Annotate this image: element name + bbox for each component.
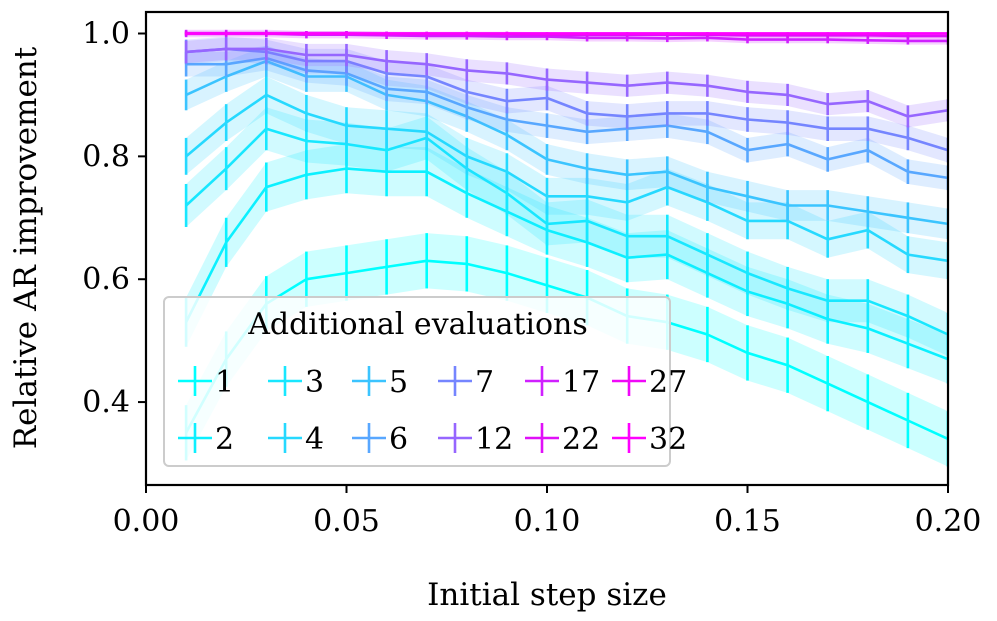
legend-label: 32 — [649, 422, 687, 457]
legend-item-7: 7 — [438, 365, 494, 400]
series-32 — [184, 32, 948, 35]
legend-item-22: 22 — [525, 422, 600, 457]
legend-label: 1 — [215, 365, 234, 400]
legend-item-17: 17 — [525, 365, 600, 400]
legend-label: 5 — [389, 365, 408, 400]
legend-label: 4 — [305, 422, 324, 457]
series-6-line — [186, 56, 948, 180]
legend-label: 2 — [215, 422, 234, 457]
series-6-band — [186, 45, 948, 191]
legend-item-6: 6 — [352, 422, 408, 457]
series-2-band — [186, 144, 948, 384]
series-layer — [184, 29, 948, 467]
series-3-band — [186, 107, 948, 356]
y-tick-label: 0.6 — [82, 262, 130, 297]
legend-item-12: 12 — [438, 422, 513, 457]
series-2-line — [184, 167, 948, 361]
y-tick-label: 0.4 — [82, 385, 130, 420]
legend-item-32: 32 — [612, 422, 687, 457]
x-tick-label: 0.20 — [915, 504, 982, 539]
legend-item-3: 3 — [268, 365, 324, 400]
legend-item-5: 5 — [352, 365, 408, 400]
series-7-band — [186, 36, 948, 163]
legend-item-2: 2 — [178, 422, 234, 457]
legend-label: 7 — [475, 365, 494, 400]
legend-item-1: 1 — [178, 365, 234, 400]
legend-label: 3 — [305, 365, 324, 400]
series-1-band — [186, 233, 948, 467]
series-7-line — [186, 47, 948, 152]
legend-item-4: 4 — [268, 422, 324, 457]
series-12-line — [186, 47, 948, 118]
series-3-line — [185, 127, 948, 336]
x-tick-label: 0.15 — [714, 504, 781, 539]
legend-label: 17 — [562, 365, 600, 400]
legend-item-27: 27 — [612, 365, 687, 400]
series-4-line — [185, 93, 948, 263]
legend-label: 6 — [389, 422, 408, 457]
y-tick-label: 0.8 — [82, 139, 130, 174]
y-axis-label: Relative AR improvement — [8, 46, 44, 449]
legend-title: Additional evaluations — [247, 307, 588, 342]
legend-label: 12 — [475, 422, 513, 457]
series-6 — [184, 45, 948, 191]
series-5-band — [186, 45, 948, 240]
axes-layer: 0.00 0.05 0.10 0.15 0.20 0.4 0.6 0.8 1.0 — [82, 10, 982, 539]
legend-label: 27 — [649, 365, 687, 400]
x-tick-label: 0.05 — [313, 504, 380, 539]
y-tick-label: 1.0 — [82, 17, 130, 52]
x-axis-label: Initial step size — [427, 577, 667, 613]
legend-box — [163, 296, 671, 467]
x-tick-label: 0.00 — [113, 504, 180, 539]
x-tick-label: 0.10 — [514, 504, 581, 539]
series-5-line — [185, 59, 948, 226]
legend-label: 22 — [562, 422, 600, 457]
series-1-line — [184, 259, 948, 441]
series-12 — [184, 37, 948, 128]
series-7 — [184, 36, 948, 163]
